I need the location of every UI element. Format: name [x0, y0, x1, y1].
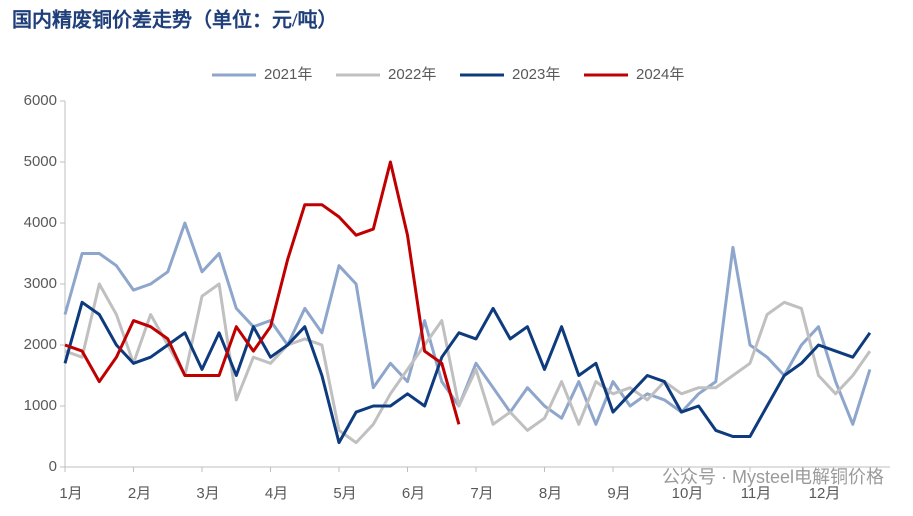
x-tick-label: 11月	[741, 485, 772, 502]
x-tick-label: 4月	[265, 485, 288, 502]
series-line	[63, 300, 872, 445]
x-tick-label: 9月	[607, 485, 630, 502]
series-line	[64, 160, 461, 425]
x-tick-label: 1月	[59, 485, 82, 502]
legend-label: 2021年	[264, 66, 312, 83]
series-line	[64, 282, 872, 445]
y-tick-label: 5000	[24, 153, 57, 170]
y-tick-label: 6000	[24, 92, 57, 109]
legend-label: 2022年	[388, 66, 436, 83]
x-tick-label: 10月	[672, 485, 704, 502]
x-tick-label: 5月	[333, 485, 356, 502]
legend-label: 2024年	[636, 66, 684, 83]
watermark: 公众号 · Mysteel电解铜价格	[662, 467, 884, 487]
chart-title: 国内精废铜价差走势（单位：元/吨）	[12, 8, 338, 32]
x-tick-label: 7月	[470, 485, 493, 502]
x-tick-label: 8月	[539, 485, 562, 502]
y-tick-label: 0	[49, 458, 57, 475]
y-tick-label: 2000	[24, 336, 57, 353]
x-tick-label: 3月	[196, 485, 219, 502]
y-tick-label: 3000	[24, 275, 57, 292]
y-tick-label: 1000	[24, 397, 57, 414]
x-tick-label: 2月	[128, 485, 151, 502]
x-tick-label: 12月	[809, 485, 841, 502]
series-line	[63, 221, 872, 426]
x-tick-label: 6月	[402, 485, 425, 502]
legend-label: 2023年	[512, 66, 560, 83]
y-tick-label: 4000	[24, 214, 57, 231]
